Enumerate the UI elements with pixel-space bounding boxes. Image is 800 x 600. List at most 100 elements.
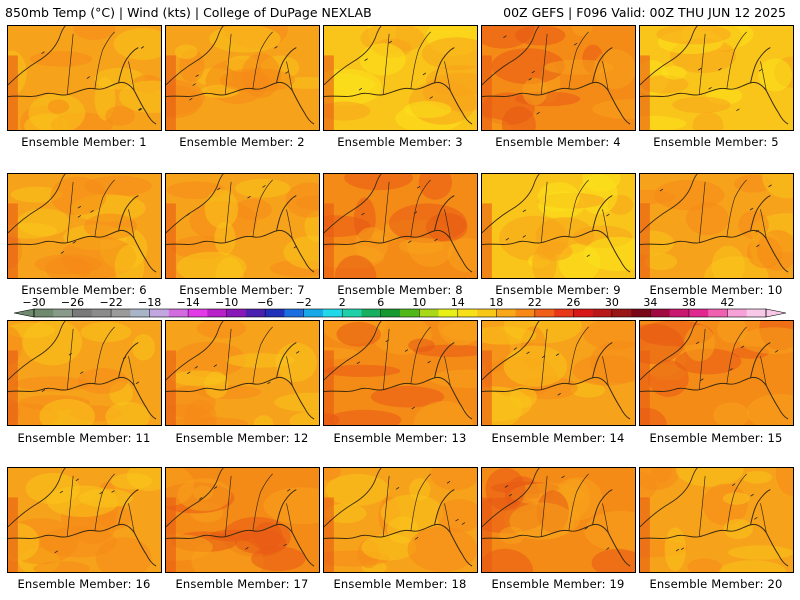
colorbar-segment — [708, 309, 728, 317]
colorbar-segment — [130, 309, 150, 317]
member-map-panel[interactable] — [7, 467, 162, 573]
colorbar-left-arrow — [13, 308, 35, 318]
member-map-panel[interactable] — [639, 25, 794, 131]
colorbar-segment — [380, 309, 401, 317]
member-label: Ensemble Member: 5 — [653, 135, 779, 149]
colorbar-segment — [91, 309, 112, 317]
member-label: Ensemble Member: 6 — [21, 283, 147, 297]
colorbar-segment — [342, 309, 362, 317]
member-label: Ensemble Member: 2 — [179, 135, 305, 149]
colorbar-segment — [419, 309, 439, 317]
colorbar-segment — [554, 309, 574, 317]
colorbar-segment — [515, 309, 536, 317]
colorbar-tick-label: 26 — [566, 296, 580, 309]
colorbar-tick-label: −6 — [257, 296, 273, 309]
member-map-panel[interactable] — [323, 320, 478, 426]
colorbar-tick-label: −22 — [99, 296, 122, 309]
member-label: Ensemble Member: 9 — [495, 283, 621, 297]
colorbar-segment — [746, 309, 767, 317]
member-label: Ensemble Member: 7 — [179, 283, 305, 297]
member-map-panel[interactable] — [639, 467, 794, 573]
member-label: Ensemble Member: 16 — [17, 577, 151, 591]
colorbar-tick-label: 42 — [721, 296, 735, 309]
colorbar-segment — [611, 309, 632, 317]
temperature-colorbar: −30 −26 −22 −18 −14 −10 −6 −2 2 6 10 14 18 22 26 30 34 38… — [13, 296, 787, 318]
colorbar-segment — [727, 309, 748, 317]
colorbar-tick-label: 38 — [682, 296, 696, 309]
colorbar-segment — [534, 309, 555, 317]
member-label: Ensemble Member: 19 — [491, 577, 625, 591]
colorbar-segment — [168, 309, 189, 317]
colorbar-tick-label: −26 — [61, 296, 84, 309]
colorbar-segment — [53, 309, 73, 317]
member-label: Ensemble Member: 3 — [337, 135, 463, 149]
colorbar-segment — [477, 309, 497, 317]
header-run-info: 00Z GEFS | F096 Valid: 00Z THU JUN 12 20… — [503, 5, 786, 20]
member-map-panel[interactable] — [481, 173, 636, 279]
member-map-panel[interactable] — [7, 173, 162, 279]
colorbar-segment — [111, 309, 131, 317]
colorbar-segment — [669, 309, 690, 317]
colorbar-segment — [322, 309, 343, 317]
colorbar-segment — [650, 309, 670, 317]
member-map-panel[interactable] — [481, 25, 636, 131]
colorbar-tick-label: 2 — [339, 296, 346, 309]
member-map-panel[interactable] — [165, 467, 320, 573]
colorbar-tick-label: −18 — [138, 296, 161, 309]
colorbar-segment — [265, 309, 285, 317]
colorbar-tick-label: 18 — [489, 296, 503, 309]
colorbar-segment — [149, 309, 170, 317]
member-label: Ensemble Member: 11 — [17, 431, 151, 445]
colorbar-segment — [72, 309, 93, 317]
member-label: Ensemble Member: 17 — [175, 577, 309, 591]
member-label: Ensemble Member: 1 — [21, 135, 147, 149]
member-label: Ensemble Member: 14 — [491, 431, 625, 445]
colorbar-tick-label: 30 — [605, 296, 619, 309]
member-map-panel[interactable] — [165, 25, 320, 131]
member-map-panel[interactable] — [323, 467, 478, 573]
member-label: Ensemble Member: 13 — [333, 431, 467, 445]
colorbar-segment — [284, 309, 304, 317]
member-map-panel[interactable] — [165, 320, 320, 426]
colorbar-segment — [400, 309, 420, 317]
colorbar-segment — [361, 309, 382, 317]
member-map-panel[interactable] — [639, 320, 794, 426]
colorbar-segment — [457, 309, 478, 317]
colorbar-segment — [245, 309, 266, 317]
colorbar-tick-label: −30 — [22, 296, 45, 309]
member-map-panel[interactable] — [323, 25, 478, 131]
member-label: Ensemble Member: 20 — [649, 577, 783, 591]
member-map-panel[interactable] — [7, 25, 162, 131]
colorbar-tick-label: 34 — [643, 296, 657, 309]
colorbar-tick-label: 14 — [451, 296, 465, 309]
colorbar-segment — [207, 309, 227, 317]
member-label: Ensemble Member: 12 — [175, 431, 309, 445]
colorbar-segment — [34, 309, 54, 317]
member-map-panel[interactable] — [323, 173, 478, 279]
colorbar-segment — [631, 309, 651, 317]
colorbar-tick-label: 6 — [377, 296, 384, 309]
header-title: 850mb Temp (°C) | Wind (kts) | College o… — [5, 5, 372, 20]
colorbar-segment — [188, 309, 208, 317]
colorbar-right-arrow — [765, 308, 787, 318]
member-map-panel[interactable] — [481, 467, 636, 573]
member-map-panel[interactable] — [7, 320, 162, 426]
colorbar-tick-label: −10 — [215, 296, 238, 309]
member-label: Ensemble Member: 18 — [333, 577, 467, 591]
member-label: Ensemble Member: 4 — [495, 135, 621, 149]
member-map-panel[interactable] — [639, 173, 794, 279]
colorbar-tick-label: 10 — [412, 296, 426, 309]
colorbar-segment — [592, 309, 613, 317]
colorbar-tick-label: −2 — [296, 296, 312, 309]
colorbar-segment — [496, 309, 516, 317]
colorbar-tick-label: −14 — [176, 296, 199, 309]
colorbar-segment — [226, 309, 247, 317]
member-map-panel[interactable] — [481, 320, 636, 426]
member-label: Ensemble Member: 15 — [649, 431, 783, 445]
colorbar-segment — [438, 309, 459, 317]
colorbar-tick-label: 22 — [528, 296, 542, 309]
colorbar-segment — [573, 309, 593, 317]
member-label: Ensemble Member: 8 — [337, 283, 463, 297]
member-map-panel[interactable] — [165, 173, 320, 279]
colorbar-segment — [688, 309, 709, 317]
